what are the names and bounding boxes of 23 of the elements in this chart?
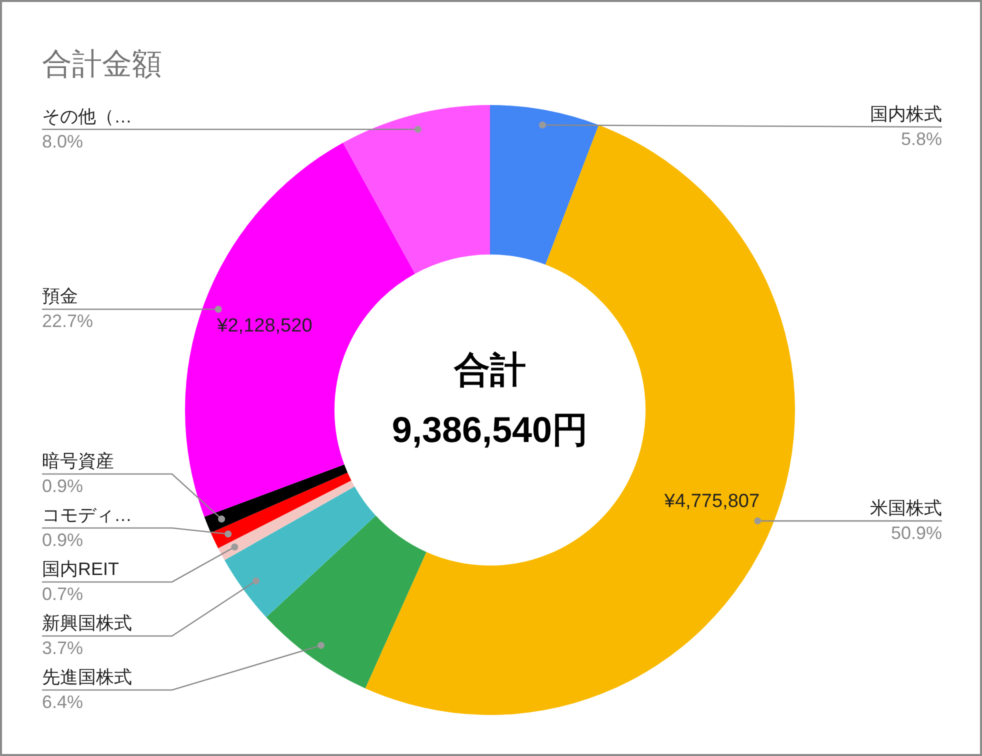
- slice-label: 新興国株式: [42, 612, 132, 633]
- slice-label: 暗号資産: [42, 450, 114, 471]
- slice-label: コモディ…: [42, 504, 132, 525]
- text: 0.7%: [42, 584, 84, 604]
- data-label: ¥4,775,807: [663, 491, 760, 512]
- text: 0.9%: [42, 530, 84, 550]
- slice-label: 国内REIT: [42, 558, 120, 579]
- chart-title: 合計金額: [42, 48, 162, 81]
- data-label: ¥2,128,520: [216, 316, 312, 337]
- slice-label: 米国株式: [870, 498, 942, 518]
- text: 合計: [453, 348, 526, 390]
- slice-label: その他（…: [42, 106, 132, 126]
- text: 6.4%: [42, 692, 84, 712]
- slice-label: 国内株式: [870, 104, 942, 124]
- text: 8.0%: [42, 131, 84, 152]
- text: 5.8%: [900, 128, 942, 149]
- slice-label: 預金: [42, 286, 78, 306]
- text: 0.9%: [42, 476, 84, 496]
- text: 50.9%: [890, 522, 942, 543]
- text: 3.7%: [42, 638, 84, 658]
- text: 9,386,540円: [392, 408, 588, 450]
- slice-label: 先進国株式: [42, 666, 132, 687]
- text: 22.7%: [42, 311, 94, 332]
